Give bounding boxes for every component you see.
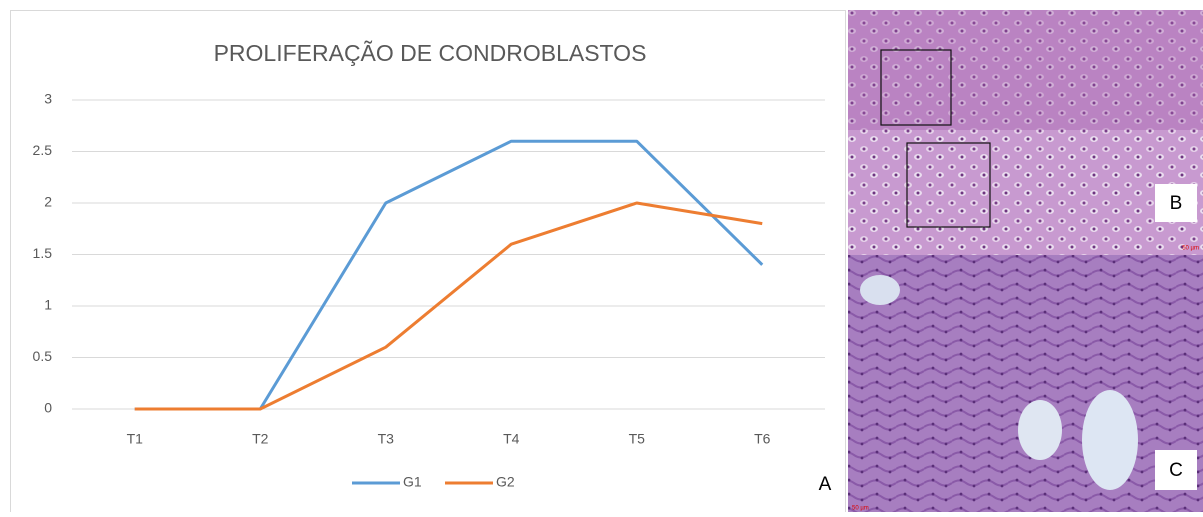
chart-title: PROLIFERAÇÃO DE CONDROBLASTOS xyxy=(214,40,647,66)
x-tick-label: T1 xyxy=(127,431,144,447)
scale-bar-label: 50 µm xyxy=(852,506,869,512)
x-tick-label: T5 xyxy=(629,431,646,447)
inset-box xyxy=(880,49,952,126)
y-tick-label: 2 xyxy=(44,194,52,210)
y-tick-label: 0 xyxy=(44,400,52,416)
scale-bar-label: 50 µm xyxy=(1182,246,1199,252)
series-line xyxy=(134,201,763,411)
legend-label: G1 xyxy=(403,474,422,490)
inset-box xyxy=(906,142,991,228)
panel-b: B 50 µm xyxy=(848,10,1203,255)
chart-frame xyxy=(10,10,846,516)
y-tick-label: 1.5 xyxy=(33,245,53,261)
label-box xyxy=(1155,450,1197,490)
legend-label: G2 xyxy=(496,474,515,490)
micrograph-space xyxy=(860,275,900,305)
panel-label: B xyxy=(1170,193,1183,214)
micrograph-space xyxy=(1082,390,1138,490)
x-tick-label: T4 xyxy=(503,431,520,447)
x-tick-label: T2 xyxy=(252,431,269,447)
y-tick-label: 3 xyxy=(44,91,52,107)
y-tick-label: 1 xyxy=(44,297,52,313)
micrograph-space xyxy=(1018,400,1062,460)
x-tick-label: T3 xyxy=(378,431,395,447)
label-box xyxy=(1155,184,1197,222)
y-tick-label: 2.5 xyxy=(33,142,53,158)
micrograph-shade xyxy=(848,10,1203,130)
panel-c: C 50 µm xyxy=(848,255,1203,512)
micrograph xyxy=(848,255,1203,512)
x-tick-label: T6 xyxy=(754,431,771,447)
chart-label: A xyxy=(819,474,832,495)
panel-label: C xyxy=(1169,460,1183,481)
y-tick-label: 0.5 xyxy=(33,348,53,364)
